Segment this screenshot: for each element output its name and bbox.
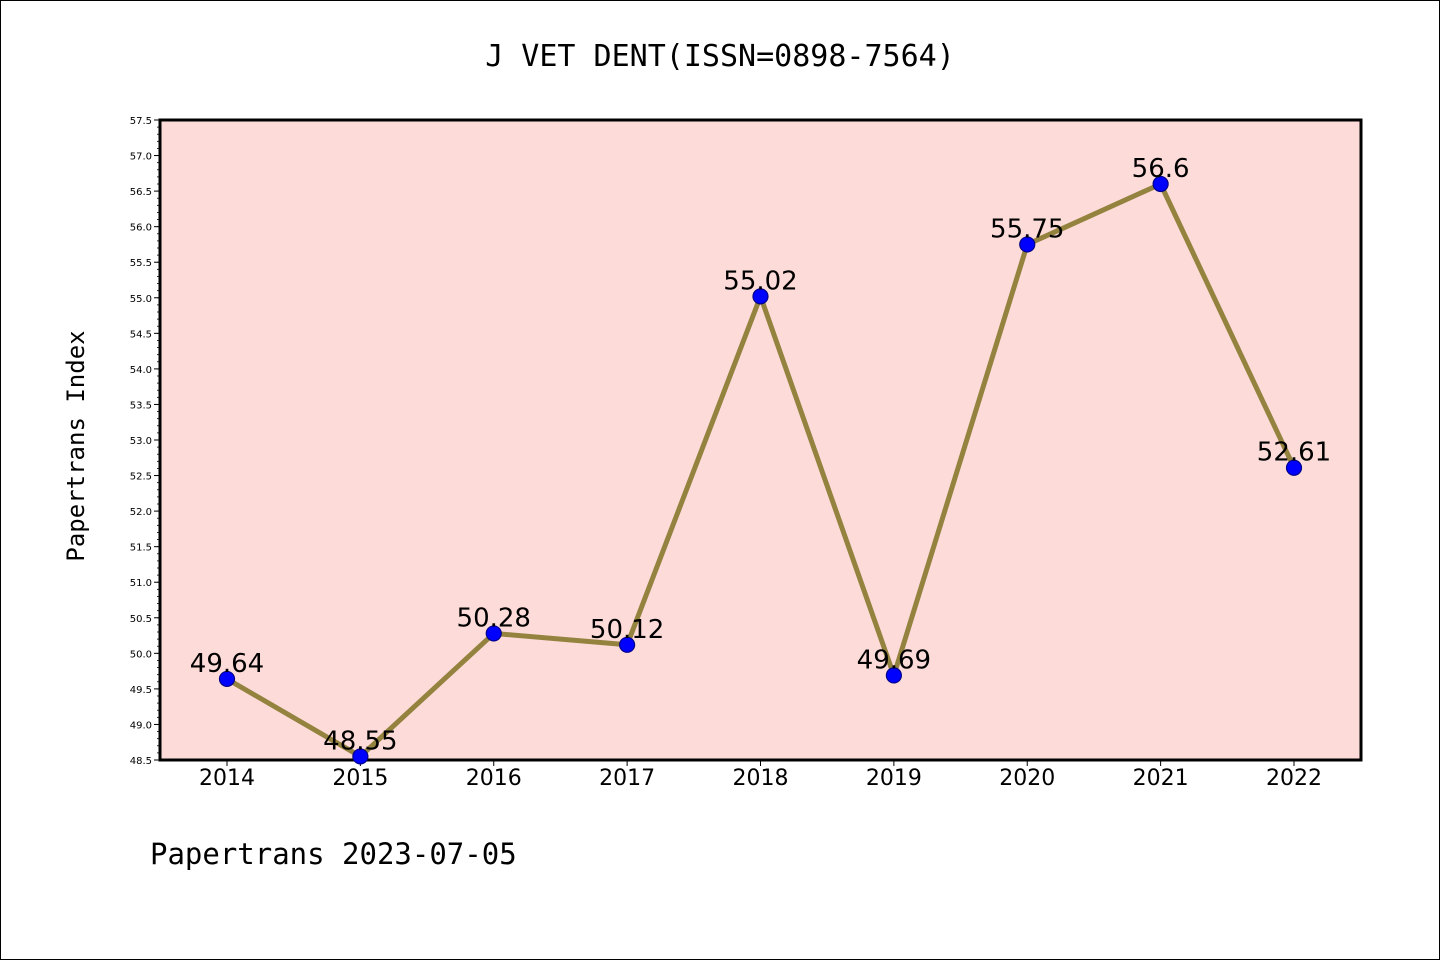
y-tick-label: 54.5 xyxy=(130,329,152,340)
data-point xyxy=(885,667,902,684)
y-tick-label: 53.5 xyxy=(130,400,152,411)
y-tick-label: 51.5 xyxy=(130,543,152,554)
y-tick-label: 56.0 xyxy=(130,223,152,234)
x-tick-label: 2017 xyxy=(599,766,655,791)
y-axis-label: Papertrans Index xyxy=(62,330,90,561)
y-tick-label: 55.5 xyxy=(130,258,152,269)
y-tick-label: 54.0 xyxy=(130,365,152,376)
x-tick-label: 2014 xyxy=(199,766,255,791)
data-label: 55.75 xyxy=(990,214,1064,244)
data-label: 56.6 xyxy=(1132,154,1190,184)
y-tick-label: 52.0 xyxy=(130,507,152,518)
y-tick-label: 51.0 xyxy=(130,578,152,589)
data-label: 52.61 xyxy=(1257,438,1331,468)
data-label: 49.64 xyxy=(190,649,264,679)
data-point xyxy=(1152,175,1169,193)
data-point xyxy=(485,625,502,642)
data-point xyxy=(1019,236,1036,253)
y-tick-label: 48.5 xyxy=(130,756,152,767)
x-tick-label: 2019 xyxy=(866,766,922,791)
y-tick-label: 53.0 xyxy=(130,436,152,447)
data-label: 49.69 xyxy=(857,645,931,675)
data-label: 48.55 xyxy=(323,726,397,756)
data-point xyxy=(218,670,236,688)
y-tick-label: 50.0 xyxy=(130,649,152,660)
data-point xyxy=(619,636,636,653)
y-tick-label: 56.5 xyxy=(130,187,152,198)
data-label: 55.02 xyxy=(723,266,797,296)
data-label: 50.12 xyxy=(590,615,664,645)
y-tick-label: 49.5 xyxy=(130,685,152,696)
x-tick-label: 2020 xyxy=(999,766,1055,791)
data-series: 49.64 48.55 50.28 50.12 55.02 49.69 55.75 56.6 5… xyxy=(190,154,1331,765)
y-tick-label: 55.0 xyxy=(130,294,152,305)
x-tick-label: 2021 xyxy=(1133,766,1189,791)
y-axis-ticks: 48.5 49.0 49.5 50.0 50.5 51.0 51.5 52.0 52.5 53.0… xyxy=(130,116,160,767)
plot-area xyxy=(158,118,1363,762)
data-point xyxy=(352,748,369,765)
y-tick-label: 50.5 xyxy=(130,614,152,625)
x-tick-label: 2015 xyxy=(332,766,388,791)
y-tick-label: 49.0 xyxy=(130,720,152,731)
data-point xyxy=(752,288,769,305)
chart-title: J VET DENT(ISSN=0898-7564) xyxy=(485,39,955,74)
x-tick-label: 2018 xyxy=(733,766,789,791)
y-tick-label: 57.0 xyxy=(130,152,152,163)
footer-text: Papertrans 2023-07-05 xyxy=(150,837,517,871)
y-tick-label: 57.5 xyxy=(130,116,152,127)
x-tick-label: 2016 xyxy=(466,766,522,791)
x-axis-ticks: 2014 2015 2016 2017 2018 2019 2020 2021 2022 xyxy=(199,760,1322,791)
data-label: 50.28 xyxy=(457,603,531,633)
x-tick-label: 2022 xyxy=(1266,766,1322,791)
data-point xyxy=(1285,459,1303,476)
y-tick-label: 52.5 xyxy=(130,472,152,483)
